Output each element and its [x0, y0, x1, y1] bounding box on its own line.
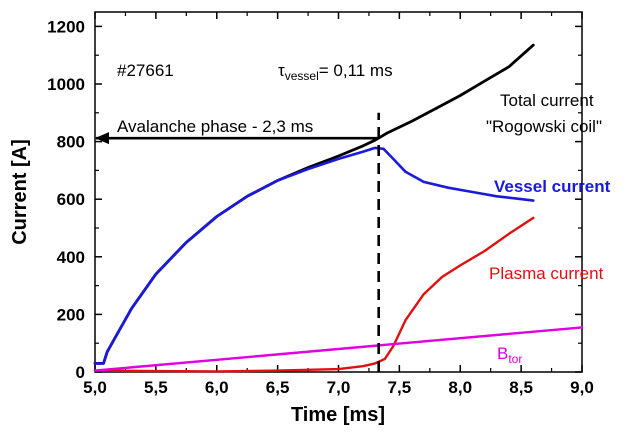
btor-line [93, 326, 584, 372]
total-current-line [93, 43, 535, 365]
y-tick-label: 800 [57, 133, 85, 152]
tau-symbol: τ [278, 61, 285, 80]
y-tick-label: 600 [57, 190, 85, 209]
x-tick-label: 7,0 [327, 378, 351, 397]
vessel-current-label: Vessel current [494, 177, 611, 196]
plasma-current-line [93, 216, 535, 373]
plasma-current-label: Plasma current [489, 264, 604, 283]
x-tick-label: 6,5 [266, 378, 290, 397]
tau-vessel-label: τvessel= 0,11 ms [278, 61, 393, 83]
tau-value: = 0,11 ms [319, 61, 393, 80]
x-axis-title: Time [ms] [291, 404, 385, 426]
x-tick-label: 8,0 [448, 378, 472, 397]
x-tick-label: 5,0 [83, 378, 107, 397]
tau-subscript: vessel [285, 69, 319, 83]
total-current-label-line2: "Rogowski coil" [486, 117, 602, 136]
y-tick-label: 200 [57, 305, 85, 324]
series-lines [93, 43, 584, 373]
x-tick-label: 9,0 [570, 378, 594, 397]
x-tick-label: 8,5 [509, 378, 533, 397]
btor-main: B [497, 344, 508, 363]
tick-labels: 5,0 5,5 6,0 6,5 7,0 7,5 8,0 8,5 9,0 0 200 400 600 800… [47, 17, 594, 397]
total-current-label-line1: Total current [500, 91, 594, 110]
y-tick-label: 1000 [47, 75, 85, 94]
x-tick-label: 7,5 [388, 378, 412, 397]
avalanche-phase-label: Avalanche phase - 2,3 ms [117, 117, 313, 136]
shot-number-label: #27661 [117, 61, 174, 80]
y-tick-label: 1200 [47, 17, 85, 36]
markers [95, 112, 380, 372]
x-tick-label: 6,0 [205, 378, 229, 397]
btor-label: Btor [497, 344, 522, 366]
btor-subscript: tor [508, 352, 522, 366]
x-tick-label: 5,5 [144, 378, 168, 397]
y-tick-label: 400 [57, 248, 85, 267]
y-axis-title: Current [A] [9, 139, 31, 245]
y-tick-label: 0 [76, 363, 85, 382]
vessel-current-line [93, 146, 535, 365]
